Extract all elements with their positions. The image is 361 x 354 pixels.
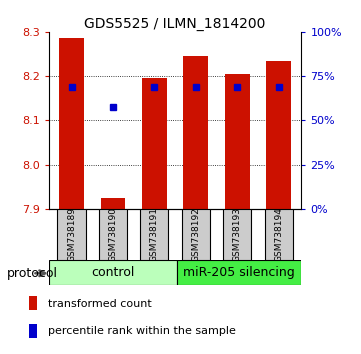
Text: GSM738191: GSM738191 — [150, 207, 159, 262]
Bar — [223, 209, 251, 260]
Text: protocol: protocol — [7, 267, 58, 280]
Bar — [100, 198, 125, 209]
Text: percentile rank within the sample: percentile rank within the sample — [48, 326, 236, 336]
Bar — [177, 260, 301, 285]
Title: GDS5525 / ILMN_1814200: GDS5525 / ILMN_1814200 — [84, 17, 266, 31]
Bar — [265, 209, 293, 260]
Bar — [182, 209, 210, 260]
Bar — [142, 78, 167, 209]
Bar — [59, 39, 84, 209]
Text: transformed count: transformed count — [48, 298, 152, 309]
Bar — [29, 296, 37, 310]
Text: GSM738190: GSM738190 — [108, 207, 117, 262]
Bar — [49, 260, 177, 285]
Text: miR-205 silencing: miR-205 silencing — [183, 266, 295, 279]
Bar — [29, 324, 37, 338]
Text: GSM738192: GSM738192 — [191, 207, 200, 262]
Bar — [266, 61, 291, 209]
Text: control: control — [91, 266, 135, 279]
Bar — [183, 56, 208, 209]
Bar — [225, 74, 250, 209]
Text: GSM738194: GSM738194 — [274, 207, 283, 262]
Bar — [99, 209, 127, 260]
Bar — [140, 209, 169, 260]
Text: GSM738189: GSM738189 — [67, 207, 76, 262]
Bar — [57, 209, 86, 260]
Text: GSM738193: GSM738193 — [233, 207, 242, 262]
